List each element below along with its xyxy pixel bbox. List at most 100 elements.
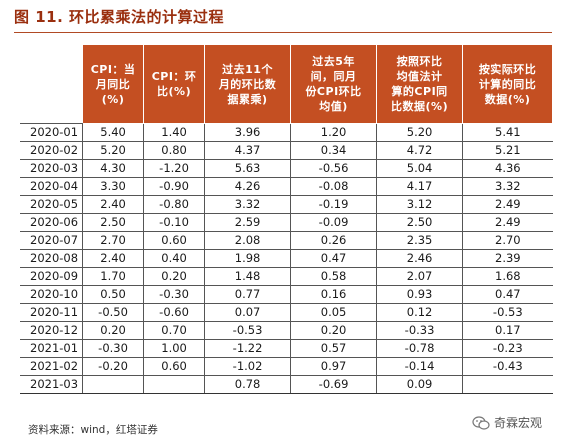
column-header-line: 据累乘) — [227, 92, 268, 106]
date-cell: 2020-05 — [20, 195, 83, 214]
title-rule — [14, 32, 552, 33]
value-cell: -0.19 — [290, 195, 377, 214]
table-body: 2020-01 5.40 1.40 3.96 1.20 5.20 5.41 2020-02 5.… — [20, 123, 553, 394]
value-cell: 5.40 — [82, 123, 144, 142]
table-row: 2021-02 -0.20 0.60 -1.02 0.97 -0.14 -0.43 — [20, 357, 553, 376]
value-cell: -0.43 — [462, 357, 553, 376]
value-cell: 0.07 — [204, 303, 291, 322]
watermark: 奇霖宏观 — [472, 414, 542, 431]
value-cell: 0.93 — [376, 285, 463, 304]
value-cell: 2.70 — [82, 231, 144, 250]
value-cell: 4.37 — [204, 141, 291, 160]
value-cell: 5.20 — [376, 123, 463, 142]
value-cell: 0.77 — [204, 285, 291, 304]
value-cell: 0.20 — [290, 321, 377, 340]
value-cell: 4.72 — [376, 141, 463, 160]
value-cell: -0.90 — [143, 177, 205, 196]
table-row: 2020-08 2.40 0.40 1.98 0.47 2.46 2.39 — [20, 249, 553, 268]
date-cell: 2021-02 — [20, 357, 83, 376]
value-cell: -1.20 — [143, 159, 205, 178]
date-cell: 2020-11 — [20, 303, 83, 322]
value-cell: 5.20 — [82, 141, 144, 160]
table-row: 2020-04 3.30 -0.90 4.26 -0.08 4.17 3.32 — [20, 177, 553, 196]
column-header: 过去11个 月的环比数 据累乘) — [204, 44, 292, 124]
value-cell: -0.23 — [462, 339, 553, 358]
column-header-line: (%) — [101, 92, 125, 106]
column-header-line: 过去5年 — [312, 55, 355, 68]
date-cell: 2020-07 — [20, 231, 83, 250]
wechat-icon — [472, 415, 490, 430]
value-cell: 2.39 — [462, 249, 553, 268]
date-cell: 2020-12 — [20, 321, 83, 340]
value-cell: -0.60 — [143, 303, 205, 322]
value-cell: 0.80 — [143, 141, 205, 160]
value-cell: 1.48 — [204, 267, 291, 286]
column-header: 按实际环比 计算的同比 数据(%) — [462, 44, 554, 124]
figure-title: 图 11. 环比累乘法的计算过程 — [14, 8, 225, 26]
value-cell: 2.07 — [376, 267, 463, 286]
date-cell: 2020-02 — [20, 141, 83, 160]
table-row: 2020-03 4.30 -1.20 5.63 -0.56 5.04 4.36 — [20, 159, 553, 178]
table-row: 2020-06 2.50 -0.10 2.59 -0.09 2.50 2.49 — [20, 213, 553, 232]
value-cell: 1.40 — [143, 123, 205, 142]
value-cell: 4.26 — [204, 177, 291, 196]
column-header-line: 比(%) — [157, 85, 192, 98]
value-cell: 0.58 — [290, 267, 377, 286]
date-cell: 2020-01 — [20, 123, 83, 142]
column-header-line: CPI：环 — [151, 70, 197, 83]
column-header-line: 按照环比 — [396, 55, 443, 68]
value-cell: 2.59 — [204, 213, 291, 232]
table-row: 2020-11 -0.50 -0.60 0.07 0.05 0.12 -0.53 — [20, 303, 553, 322]
column-header-line: 月同比 — [95, 77, 131, 91]
value-cell — [82, 375, 144, 394]
date-cell: 2020-03 — [20, 159, 83, 178]
value-cell: 0.60 — [143, 231, 205, 250]
value-cell: 0.50 — [82, 285, 144, 304]
value-cell: 0.12 — [376, 303, 463, 322]
value-cell: -0.09 — [290, 213, 377, 232]
column-header-line: 计算的同比 — [478, 77, 537, 91]
value-cell: 3.12 — [376, 195, 463, 214]
column-header: 过去5年 间，同月 份CPI环比 均值) — [290, 44, 378, 124]
table-row: 2021-01 -0.30 1.00 -1.22 0.57 -0.78 -0.23 — [20, 339, 553, 358]
value-cell: 0.26 — [290, 231, 377, 250]
column-header: CPI：当 月同比 (%) — [82, 44, 145, 124]
value-cell: -0.08 — [290, 177, 377, 196]
value-cell: -1.22 — [204, 339, 291, 358]
value-cell: -0.14 — [376, 357, 463, 376]
column-header-line: 均值法计 — [396, 70, 443, 83]
value-cell: 2.40 — [82, 195, 144, 214]
value-cell: 5.63 — [204, 159, 291, 178]
column-header-line: 比数据(%) — [391, 100, 449, 113]
value-cell: -0.10 — [143, 213, 205, 232]
value-cell: 0.78 — [204, 375, 291, 394]
value-cell: 2.50 — [376, 213, 463, 232]
column-header-line: 份CPI环比 — [305, 85, 362, 98]
value-cell: -0.50 — [82, 303, 144, 322]
value-cell: -0.30 — [143, 285, 205, 304]
value-cell: 0.20 — [143, 267, 205, 286]
table-row: 2020-12 0.20 0.70 -0.53 0.20 -0.33 0.17 — [20, 321, 553, 340]
value-cell: 4.30 — [82, 159, 144, 178]
value-cell: 4.36 — [462, 159, 553, 178]
value-cell: 2.49 — [462, 195, 553, 214]
source-note: 资料来源：wind，红塔证券 — [28, 424, 158, 436]
header-row: CPI：当 月同比 (%) CPI：环比(%) 过去11个 月的环比数 据累乘) 过去5年 间，… — [20, 44, 554, 124]
value-cell: 0.16 — [290, 285, 377, 304]
table-row: 2021-03 0.78 -0.69 0.09 — [20, 375, 553, 394]
value-cell: 2.70 — [462, 231, 553, 250]
table-row: 2020-02 5.20 0.80 4.37 0.34 4.72 5.21 — [20, 141, 553, 160]
value-cell: 0.20 — [82, 321, 144, 340]
value-cell: 2.46 — [376, 249, 463, 268]
value-cell: 1.98 — [204, 249, 291, 268]
value-cell: 2.40 — [82, 249, 144, 268]
value-cell: 3.32 — [204, 195, 291, 214]
value-cell: 4.17 — [376, 177, 463, 196]
value-cell: -0.30 — [82, 339, 144, 358]
column-header-line: 数据(%) — [484, 92, 531, 106]
value-cell: 0.97 — [290, 357, 377, 376]
column-header: 按照环比 均值法计 算的CPI同 比数据(%) — [376, 44, 464, 124]
value-cell: 1.00 — [143, 339, 205, 358]
watermark-text: 奇霖宏观 — [493, 416, 542, 430]
value-cell: 0.47 — [290, 249, 377, 268]
